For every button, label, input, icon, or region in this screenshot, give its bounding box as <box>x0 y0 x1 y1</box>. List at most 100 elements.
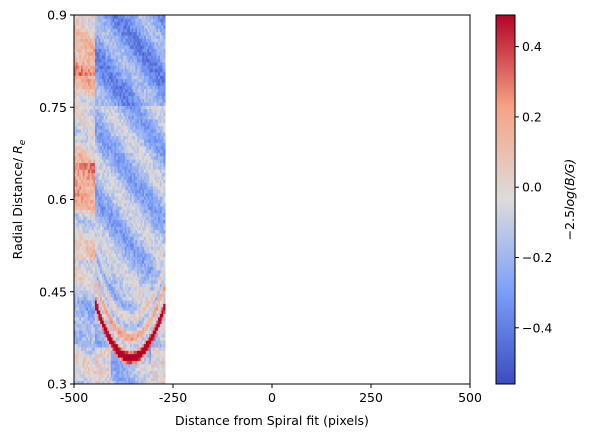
heatmap-cell <box>121 82 124 86</box>
heatmap-cell <box>137 38 140 43</box>
heatmap-cell <box>95 115 98 120</box>
heatmap-cell <box>109 196 112 200</box>
heatmap-cell <box>89 108 92 113</box>
heatmap-cell <box>95 350 98 355</box>
heatmap-cell <box>123 243 126 247</box>
heatmap-cell <box>116 58 119 63</box>
heatmap-cell <box>103 98 106 103</box>
heatmap-cell <box>74 102 77 106</box>
heatmap-cell <box>142 266 145 271</box>
heatmap-cell <box>119 78 122 83</box>
heatmap-cell <box>124 149 127 153</box>
heatmap-cell <box>117 330 120 335</box>
heatmap-cell <box>105 142 108 147</box>
heatmap-cell <box>130 172 133 177</box>
heatmap-cell <box>105 169 108 174</box>
heatmap-cell <box>109 337 112 341</box>
heatmap-cell <box>135 357 138 361</box>
heatmap-cell <box>137 41 140 46</box>
heatmap-cell <box>100 350 103 355</box>
heatmap-cell <box>74 199 77 204</box>
heatmap-cell <box>131 316 134 321</box>
heatmap-cell <box>128 216 131 221</box>
heatmap-cell <box>107 296 110 301</box>
heatmap-cell <box>151 186 154 190</box>
heatmap-cell <box>89 350 92 355</box>
heatmap-cell <box>135 118 138 123</box>
heatmap-cell <box>86 75 89 80</box>
heatmap-cell <box>130 219 133 224</box>
heatmap-cell <box>79 222 82 227</box>
heatmap-cell <box>131 155 134 160</box>
heatmap-cell <box>110 35 113 39</box>
heatmap-cell <box>152 357 155 361</box>
heatmap-cell <box>110 216 113 221</box>
heatmap-cell <box>142 129 145 133</box>
heatmap-cell <box>77 182 80 187</box>
heatmap-cell <box>133 142 136 147</box>
heatmap-cell <box>81 380 84 384</box>
heatmap-cell <box>133 38 136 43</box>
heatmap-cell <box>112 189 115 194</box>
heatmap-cell <box>133 273 136 278</box>
heatmap-cell <box>133 269 136 274</box>
heatmap-cell <box>138 216 141 221</box>
heatmap-cell <box>102 276 105 281</box>
heatmap-cell <box>77 280 80 284</box>
heatmap-cell <box>79 38 82 43</box>
heatmap-cell <box>133 92 136 96</box>
heatmap-cell <box>138 176 141 180</box>
heatmap-cell <box>114 15 117 19</box>
heatmap-cell <box>86 360 89 365</box>
heatmap-cell <box>124 31 127 36</box>
heatmap-cell <box>117 61 120 66</box>
heatmap-cell <box>135 316 138 321</box>
heatmap-cell <box>112 249 115 254</box>
heatmap-cell <box>138 333 141 338</box>
heatmap-cell <box>119 135 122 140</box>
heatmap-cell <box>112 256 115 261</box>
heatmap-cell <box>79 25 82 29</box>
heatmap-cell <box>100 353 103 358</box>
heatmap-cell <box>105 25 108 29</box>
heatmap-cell <box>126 343 129 348</box>
heatmap-cell <box>133 78 136 83</box>
heatmap-cell <box>140 313 143 318</box>
heatmap-cell <box>117 139 120 143</box>
heatmap-cell <box>93 300 96 304</box>
heatmap-cell <box>145 176 148 180</box>
heatmap-cell <box>96 61 99 66</box>
heatmap-cell <box>119 125 122 130</box>
heatmap-cell <box>105 58 108 63</box>
heatmap-cell <box>145 115 148 120</box>
heatmap-cell <box>138 88 141 93</box>
heatmap-cell <box>133 280 136 284</box>
heatmap-cell <box>102 172 105 177</box>
heatmap-cell <box>147 367 150 371</box>
heatmap-cell <box>140 236 143 241</box>
heatmap-cell <box>128 280 131 284</box>
heatmap-cell <box>128 343 131 348</box>
heatmap-cell <box>89 316 92 321</box>
heatmap-cell <box>74 186 77 190</box>
heatmap-cell <box>121 15 124 19</box>
heatmap-cell <box>84 370 87 375</box>
heatmap-cell <box>116 249 119 254</box>
heatmap-cell <box>119 122 122 127</box>
heatmap-cell <box>95 132 98 137</box>
heatmap-cell <box>144 115 147 120</box>
heatmap-cell <box>126 259 129 264</box>
heatmap-cell <box>98 18 101 23</box>
heatmap-cell <box>152 380 155 384</box>
heatmap-cell <box>86 226 89 231</box>
heatmap-cell <box>137 186 140 190</box>
heatmap-cell <box>128 95 131 100</box>
heatmap-cell <box>89 360 92 365</box>
heatmap-cell <box>144 253 147 257</box>
heatmap-cell <box>138 243 141 247</box>
heatmap-cell <box>117 199 120 204</box>
heatmap-cell <box>103 256 106 261</box>
heatmap-cell <box>91 323 94 328</box>
heatmap-cell <box>130 360 133 365</box>
heatmap-cell <box>117 313 120 318</box>
